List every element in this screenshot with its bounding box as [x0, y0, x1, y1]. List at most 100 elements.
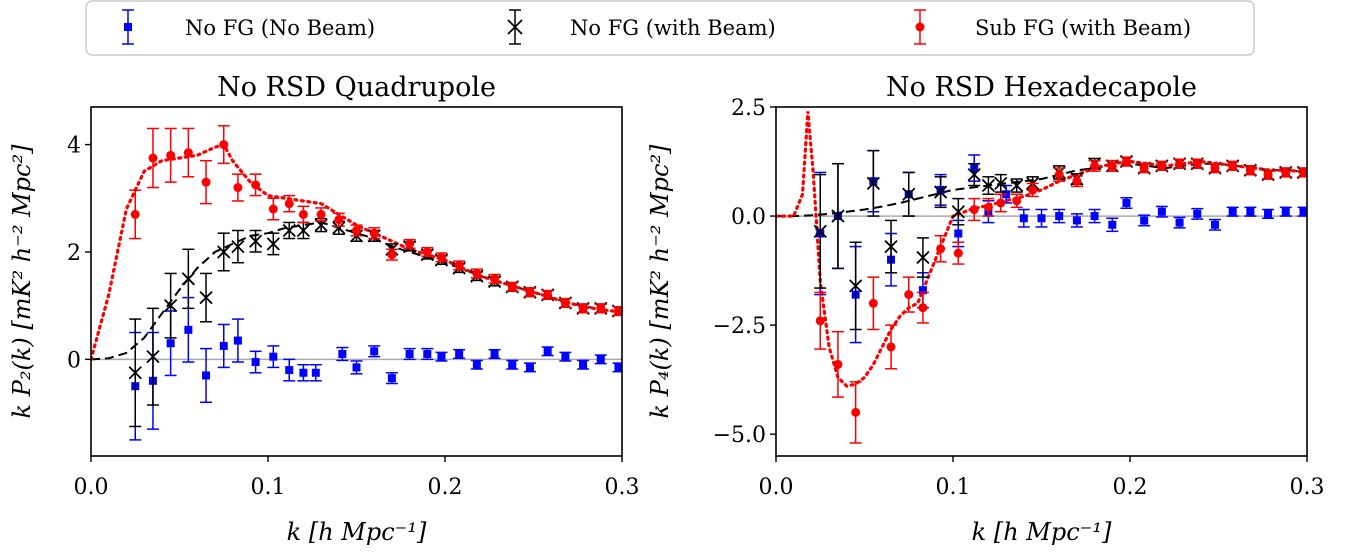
data-point	[594, 303, 607, 314]
data-point	[453, 260, 466, 271]
marker-circle	[525, 287, 535, 297]
marker-circle	[596, 303, 606, 313]
marker-x	[866, 176, 880, 190]
marker-circle	[613, 306, 622, 316]
marker-x	[199, 290, 213, 305]
marker-x	[849, 279, 863, 293]
data-point	[217, 323, 230, 369]
marker-square	[508, 360, 517, 369]
x-axis-label: k [h Mpc⁻¹]	[287, 518, 427, 546]
data-point	[933, 176, 948, 209]
marker-circle	[1281, 167, 1291, 177]
marker-square	[1122, 198, 1131, 207]
x-tick-label: 0.3	[605, 475, 640, 500]
data-point	[200, 347, 213, 404]
marker-circle	[1090, 161, 1100, 171]
marker-x	[916, 250, 930, 265]
marker-x	[884, 239, 898, 254]
marker-x	[282, 223, 296, 238]
marker-x	[332, 221, 346, 235]
data-point	[1120, 156, 1133, 167]
marker-square	[1299, 207, 1307, 216]
data-point	[350, 224, 363, 237]
data-point	[164, 127, 177, 183]
y-tick-label: 0.0	[731, 205, 766, 230]
data-point	[182, 127, 195, 178]
data-point	[297, 363, 310, 382]
data-point	[1155, 160, 1168, 172]
data-point	[146, 127, 159, 189]
data-point	[1208, 218, 1221, 231]
marker-square	[387, 374, 396, 383]
marker-square	[1140, 216, 1149, 225]
series-circle	[129, 125, 622, 317]
legend: No FG (No Beam) No FG (with Beam) Sub FG…	[85, 0, 1255, 56]
marker-circle	[1192, 159, 1202, 169]
marker-circle	[1012, 196, 1022, 206]
data-point	[421, 347, 434, 361]
marker-circle	[851, 407, 861, 417]
marker-x	[967, 167, 981, 182]
marker-square	[525, 363, 534, 372]
panel-quadrupole: 0.0 0.1 0.2 0.3 0 2 4 No RSD Quadrupole k [h Mpc…	[8, 72, 640, 546]
marker-circle	[983, 202, 993, 212]
data-point	[470, 268, 483, 279]
data-point	[902, 171, 916, 217]
marker-square	[954, 229, 963, 238]
x-tick-label: 0.0	[759, 475, 794, 500]
data-point	[368, 345, 381, 358]
data-point	[249, 173, 262, 197]
data-point	[1244, 165, 1257, 176]
data-point	[385, 372, 398, 385]
marker-square	[1157, 207, 1166, 216]
marker-circle	[268, 204, 278, 214]
data-point	[231, 318, 244, 363]
marker-x	[902, 187, 916, 201]
marker-square	[1019, 214, 1028, 223]
data-point	[128, 318, 142, 428]
marker-circle	[996, 198, 1006, 208]
data-point	[1155, 205, 1168, 218]
data-point	[435, 351, 448, 362]
data-point	[934, 234, 947, 263]
y-axis-label: k P₂(k) [mK² h⁻² Mpc²]	[8, 144, 36, 419]
data-point	[523, 362, 536, 373]
data-point	[1173, 158, 1186, 169]
marker-x	[266, 237, 280, 251]
x-tick-label: 0.1	[251, 475, 286, 500]
data-point	[951, 197, 965, 226]
marker-circle	[578, 303, 588, 313]
data-point	[283, 194, 296, 213]
marker-circle	[405, 239, 415, 249]
series-square	[129, 296, 622, 441]
y-tick-label: 0	[67, 348, 81, 373]
marker-square	[1090, 212, 1099, 221]
data-point	[199, 272, 213, 323]
y-axis-label: k P₄(k) [mK² h⁻² Mpc²]	[646, 144, 674, 419]
legend-marker-x	[507, 9, 523, 45]
panel-title: No RSD Quadrupole	[217, 72, 496, 103]
marker-circle	[1054, 170, 1064, 180]
data-point	[1262, 208, 1275, 219]
data-point	[866, 149, 880, 217]
y-tick-label: 2.5	[731, 96, 766, 121]
data-point	[967, 162, 981, 187]
marker-square	[472, 360, 481, 369]
plot-area	[776, 111, 1307, 444]
data-point	[523, 287, 536, 298]
marker-square	[1072, 216, 1081, 225]
marker-circle	[868, 298, 878, 308]
marker-x	[217, 245, 231, 259]
data-point	[231, 229, 245, 264]
marker-square	[423, 349, 432, 358]
marker-circle	[1228, 161, 1238, 171]
marker-x	[128, 366, 142, 380]
data-point	[916, 237, 930, 278]
data-point	[994, 173, 1008, 193]
data-point	[1088, 159, 1101, 172]
data-point	[594, 354, 607, 365]
marker-x	[1010, 178, 1024, 193]
marker-square	[166, 339, 175, 348]
legend-frame	[85, 0, 1255, 56]
data-point	[1226, 160, 1239, 172]
